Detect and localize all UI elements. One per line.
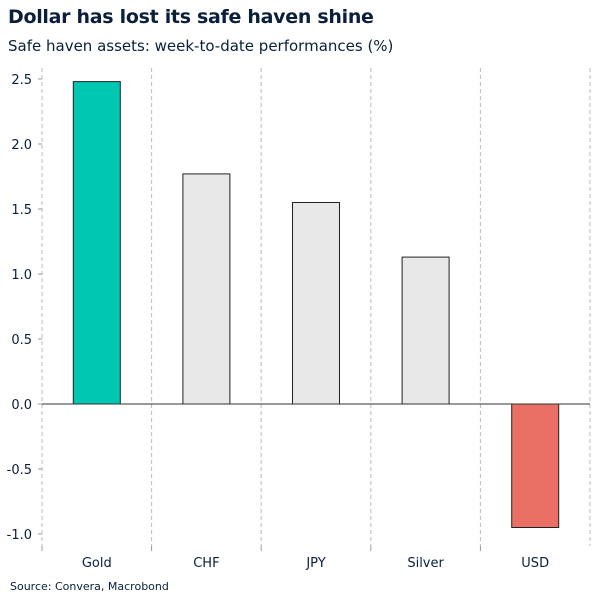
y-tick-label: 0.5	[11, 333, 32, 348]
y-tick-label: -0.5	[7, 463, 32, 478]
bar-silver	[401, 256, 450, 405]
x-tick-label: Gold	[82, 556, 112, 571]
x-tick-label: Silver	[407, 556, 444, 571]
y-tick-label: 2.5	[11, 73, 32, 88]
chart-title: Dollar has lost its safe haven shine	[8, 6, 374, 28]
y-tick-label: 2.0	[11, 138, 32, 153]
y-tick-label: 0.0	[11, 398, 32, 413]
chart-subtitle: Safe haven assets: week-to-date performa…	[8, 37, 394, 55]
source-note: Source: Convera, Macrobond	[10, 580, 169, 593]
y-tick-label: -1.0	[7, 528, 32, 543]
bar-jpy	[292, 202, 340, 405]
x-tick-label: USD	[521, 556, 549, 571]
bar-usd	[511, 403, 560, 528]
bar-chf	[182, 173, 231, 405]
x-tick-label: JPY	[305, 556, 325, 571]
bar-gold	[72, 81, 121, 405]
y-tick-label: 1.0	[11, 268, 32, 283]
x-tick-label: CHF	[193, 556, 219, 571]
y-tick-label: 1.5	[11, 203, 32, 218]
